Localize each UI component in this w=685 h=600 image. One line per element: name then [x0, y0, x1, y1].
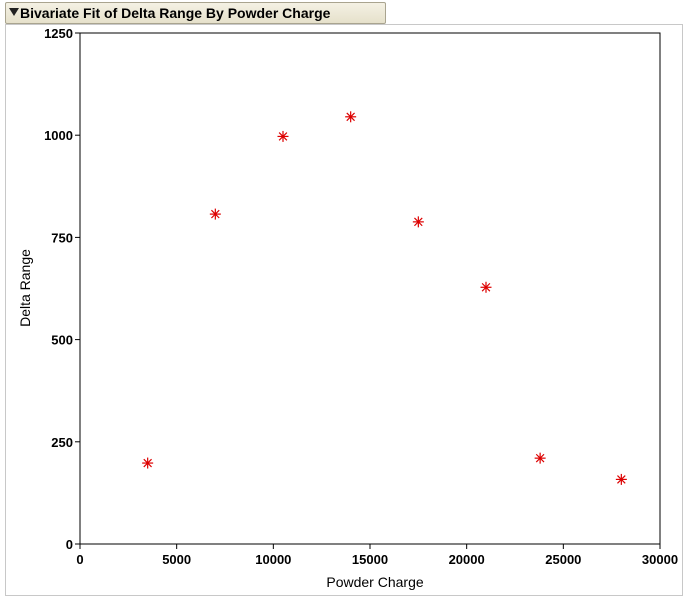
scatter-point[interactable]: [480, 281, 492, 293]
scatter-point[interactable]: [615, 473, 627, 485]
x-tick-label: 15000: [352, 552, 388, 567]
scatter-point[interactable]: [209, 208, 221, 220]
report-title: Bivariate Fit of Delta Range By Powder C…: [20, 5, 331, 21]
x-tick-label: 0: [76, 552, 83, 567]
x-axis: 0 5000 10000 15000 20000 25000 30000: [76, 544, 678, 567]
y-tick-label: 0: [66, 537, 73, 552]
y-tick-label: 750: [51, 230, 73, 245]
plot-area: [79, 32, 661, 545]
x-tick-label: 25000: [545, 552, 581, 567]
report-title-bar[interactable]: Bivariate Fit of Delta Range By Powder C…: [5, 2, 386, 24]
data-points: [142, 111, 627, 485]
y-tick-label: 1250: [44, 26, 73, 41]
scatter-point[interactable]: [412, 216, 424, 228]
y-tick-label: 500: [51, 333, 73, 348]
x-tick-label: 20000: [449, 552, 485, 567]
x-tick-label: 5000: [162, 552, 191, 567]
y-axis: 0 250 500 750 1000 1250: [44, 26, 80, 552]
x-tick-label: 30000: [642, 552, 678, 567]
scatter-point[interactable]: [277, 130, 289, 142]
y-tick-label: 250: [51, 435, 73, 450]
x-tick-label: 10000: [255, 552, 291, 567]
disclosure-triangle-icon[interactable]: [9, 8, 19, 16]
scatter-point[interactable]: [142, 457, 154, 469]
y-tick-label: 1000: [44, 128, 73, 143]
x-axis-title: Powder Charge: [326, 574, 423, 590]
y-axis-title: Delta Range: [17, 249, 33, 327]
scatter-point[interactable]: [534, 452, 546, 464]
scatter-point[interactable]: [345, 111, 357, 123]
chart-frame: [5, 24, 683, 596]
